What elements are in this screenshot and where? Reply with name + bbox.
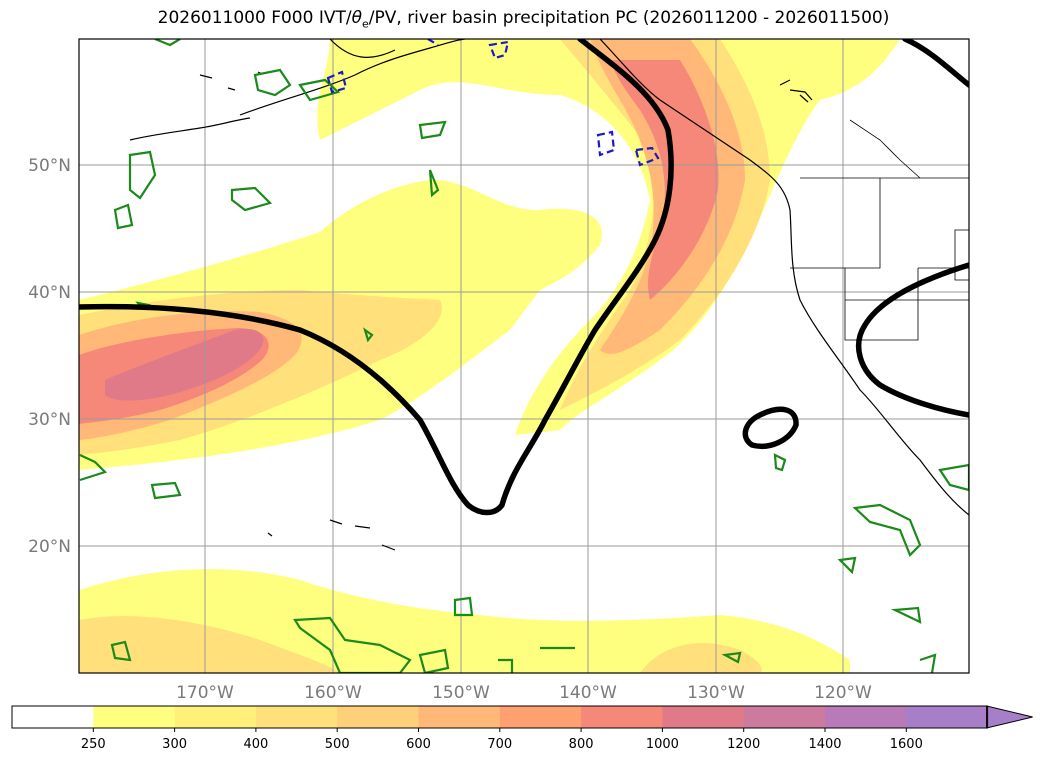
lon-label: 170°W [176,683,234,703]
map-frame [78,38,970,674]
lat-label: 40°N [28,283,71,303]
lon-label: 130°W [687,683,745,703]
colorbar-tick-label: 300 [162,737,187,752]
ivt-region-south-3 [640,643,762,673]
latitude-labels: 50°N 40°N 30°N 20°N [28,156,71,557]
colorbar-segment [174,706,257,728]
colorbar-tick-label: 1400 [808,737,841,752]
ivt-core-west [105,328,264,401]
colorbar-segment [255,706,338,728]
colorbar-segment [93,706,176,728]
map-title: 2026011000 F000 IVT/θe/PV, river basin p… [157,8,890,31]
lon-label: 160°W [304,683,362,703]
colorbar-tick-label: 1200 [727,737,760,752]
colorbar-tick-label: 1600 [890,737,923,752]
ivt-core-coast [610,60,719,300]
graticule [79,39,969,673]
colorbar-segment [825,706,907,728]
colorbar-segment [418,706,501,728]
black-contours [79,39,969,516]
colorbar-segment [12,706,94,728]
colorbar-tick-label: 500 [325,737,350,752]
coastlines [129,39,969,551]
colorbar-tick-label: 700 [487,737,512,752]
colorbar-tick-label: 250 [81,737,106,752]
longitude-labels: 170°W 160°W 150°W 140°W 130°W 120°W [176,683,872,703]
green-contours [79,39,969,673]
lat-label: 50°N [28,156,71,176]
colorbar-segment [662,706,745,728]
colorbar-segment [743,706,826,728]
colorbar-extend-arrow [986,705,1033,729]
ivt-shading [79,39,900,673]
lon-label: 120°W [814,683,872,703]
blue-contours [326,39,660,167]
colorbar-segment [337,706,419,728]
colorbar-tick-label: 1000 [646,737,679,752]
colorbar-tick-label: 600 [406,737,431,752]
lat-label: 30°N [28,410,71,430]
colorbar-segment [906,706,989,728]
lat-label: 20°N [28,537,71,557]
state-borders [790,119,969,341]
colorbar-tick-label: 400 [243,737,268,752]
lon-label: 140°W [559,683,617,703]
colorbar: 250 300 400 500 600 700 800 1000 1200 1400 1600 [11,705,1033,752]
colorbar-segment [581,706,663,728]
colorbar-segment [499,706,582,728]
colorbar-tick-label: 800 [569,737,594,752]
lon-label: 150°W [432,683,490,703]
ivt-region-south-2 [79,616,340,673]
